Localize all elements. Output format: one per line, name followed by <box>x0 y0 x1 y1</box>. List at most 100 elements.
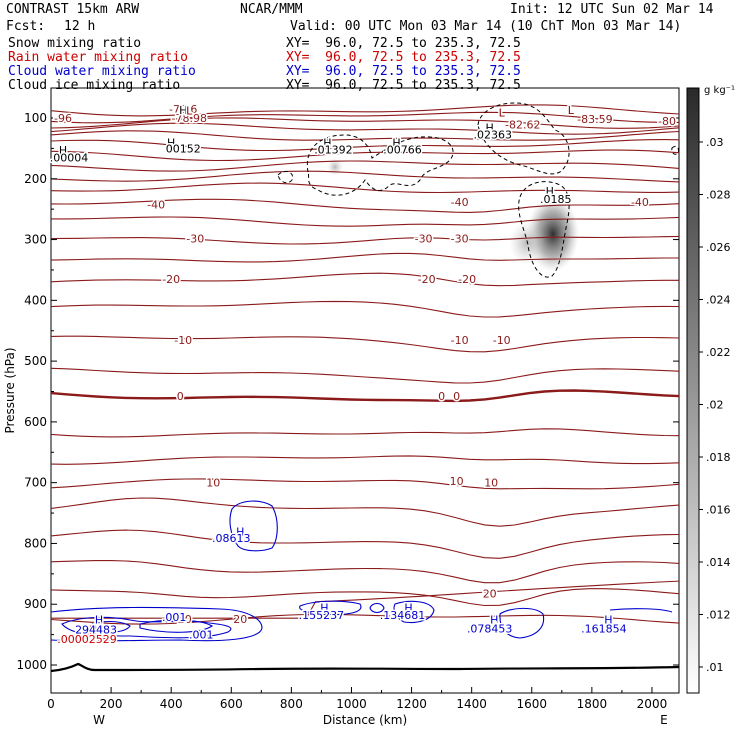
x-tick-label: 600 <box>220 697 243 711</box>
temperature-label: -80 <box>658 115 676 128</box>
isotherm-line <box>51 367 679 384</box>
temperature-label: -40 <box>631 196 649 209</box>
isotherm-line <box>51 300 679 318</box>
isotherm-line <box>51 117 679 129</box>
extremum-label: H <box>404 601 412 614</box>
temperature-label: -20 <box>458 273 476 286</box>
isotherm-line <box>51 198 679 213</box>
isotherm-line <box>51 122 679 135</box>
x-tick-label: 2000 <box>637 697 668 711</box>
extremum-label: 00152 <box>166 142 201 155</box>
isotherm-line <box>51 272 679 287</box>
isotherm-line <box>51 170 679 183</box>
colorbar-tick-label: .014 <box>706 556 731 569</box>
extremum-label: .161854 <box>581 623 627 636</box>
x-axis-title: Distance (km) <box>323 713 407 727</box>
isotherm-line <box>51 111 679 124</box>
x-tick-label: 1400 <box>456 697 487 711</box>
extremum-label: H <box>320 601 328 614</box>
colorbar-tick-label: .02 <box>706 399 724 412</box>
cloud-ice-contours <box>277 102 679 278</box>
y-axis-title: Pressure (hPa) <box>3 347 17 433</box>
x-tick-label: 200 <box>100 697 123 711</box>
temperature-label: 20 <box>483 587 497 600</box>
isotherm-20 <box>51 580 679 619</box>
extremum-label: H <box>323 136 331 149</box>
extremum-label: .00004 <box>50 152 89 165</box>
field-xy-rain: XY= 96.0, 72.5 to 235.3, 72.5 <box>286 50 521 65</box>
x-tick-label: 0 <box>47 697 55 711</box>
y-tick-label: 100 <box>24 111 47 125</box>
extremum-label: .00766 <box>383 144 422 157</box>
colorbar-tick-label: .018 <box>706 451 731 464</box>
field-xy-snow: XY= 96.0, 72.5 to 235.3, 72.5 <box>286 36 521 51</box>
west-label: W <box>93 713 105 727</box>
rain-water-contour <box>84 629 113 640</box>
isotherm-line <box>51 455 679 465</box>
isotherm-line <box>51 149 679 162</box>
isotherm-line <box>51 428 679 438</box>
east-label: E <box>660 713 668 727</box>
isotherm-line <box>51 335 679 353</box>
extremum-label: H <box>236 525 244 538</box>
isotherm-line <box>51 588 679 607</box>
field-xy-cloud-water: XY= 96.0, 72.5 to 235.3, 72.5 <box>286 64 521 79</box>
extremum-label: .0185 <box>540 193 572 206</box>
isotherm-line <box>51 104 679 117</box>
extremum-label: .00002529 <box>57 633 117 646</box>
extremum-label: H <box>95 613 103 626</box>
extremum-label: .134681 <box>380 609 426 622</box>
x-tick-label: 1000 <box>336 697 367 711</box>
temperature-label: -30 <box>415 232 433 245</box>
colorbar-tick-label: .016 <box>706 504 731 517</box>
temperature-label: 10 <box>450 475 464 488</box>
extremum-label: H <box>486 122 494 135</box>
isotherm-line <box>51 160 679 172</box>
isotherm-line <box>51 182 679 194</box>
temperature-label: -40 <box>451 196 469 209</box>
colorbar-tick-label: .026 <box>706 241 731 254</box>
forecast-hour: 12 h <box>64 19 96 34</box>
isotherm-line <box>51 139 679 152</box>
field-name-snow: Snow mixing ratio <box>8 36 142 51</box>
extremum-label: H <box>546 185 554 198</box>
isotherm-line <box>51 560 679 584</box>
colorbar-ticks: .01 .012 .014 .016 .018 .02 .022 .024 .026 .028 .0… <box>699 136 731 674</box>
temperature-label: -10 <box>174 334 192 347</box>
extremum-label: H <box>59 144 67 157</box>
extremum-label: H <box>490 613 498 626</box>
temperature-label: 20 <box>233 613 247 626</box>
colorbar-tick-label: .01 <box>706 661 724 674</box>
colorbar-tick-label: .012 <box>706 609 731 622</box>
colorbar-unit: g kg⁻¹ <box>704 85 735 96</box>
valid-time: Valid: 00 UTC Mon 03 Mar 14 (10 ChT Mon … <box>290 19 682 34</box>
extremum-label: .01392 <box>314 144 353 157</box>
isotherm-line <box>51 389 679 403</box>
extremum-label: H <box>167 136 175 149</box>
model-title: CONTRAST 15km ARW <box>6 2 140 17</box>
extremum-label: .02363 <box>473 128 512 141</box>
shaded-mixing-ratio-secondary <box>509 221 545 265</box>
temperature-label: -78.98 <box>171 112 206 125</box>
y-tick-label: 1000 <box>16 658 47 672</box>
field-name-cloud-water: Cloud water mixing ratio <box>8 64 196 79</box>
contour-labels: -72.6 -96 -78.98 -83.59 -80 -82.62 -40 -40 -40 -3… <box>48 101 677 647</box>
temperature-label: -30 <box>186 232 204 245</box>
x-tick-label: 1800 <box>577 697 608 711</box>
extremum-label: L <box>186 105 193 118</box>
y-tick-label: 900 <box>24 597 47 611</box>
colorbar <box>686 87 700 694</box>
temperature-label: -83.59 <box>577 113 612 126</box>
temperature-label: -20 <box>418 273 436 286</box>
isotherm-line <box>51 216 679 227</box>
terrain-surface <box>51 662 679 673</box>
temperature-label: 0 <box>453 390 460 403</box>
colorbar-tick-label: .03 <box>706 136 724 149</box>
y-tick-label: 600 <box>24 415 47 429</box>
temperature-label: 0 <box>177 390 184 403</box>
x-tick-label: 1200 <box>396 697 427 711</box>
temperature-contours <box>51 104 679 625</box>
colorbar-tick-label: .028 <box>706 189 731 202</box>
isotherm-line <box>51 478 679 490</box>
org-label: NCAR/MMM <box>240 2 303 17</box>
